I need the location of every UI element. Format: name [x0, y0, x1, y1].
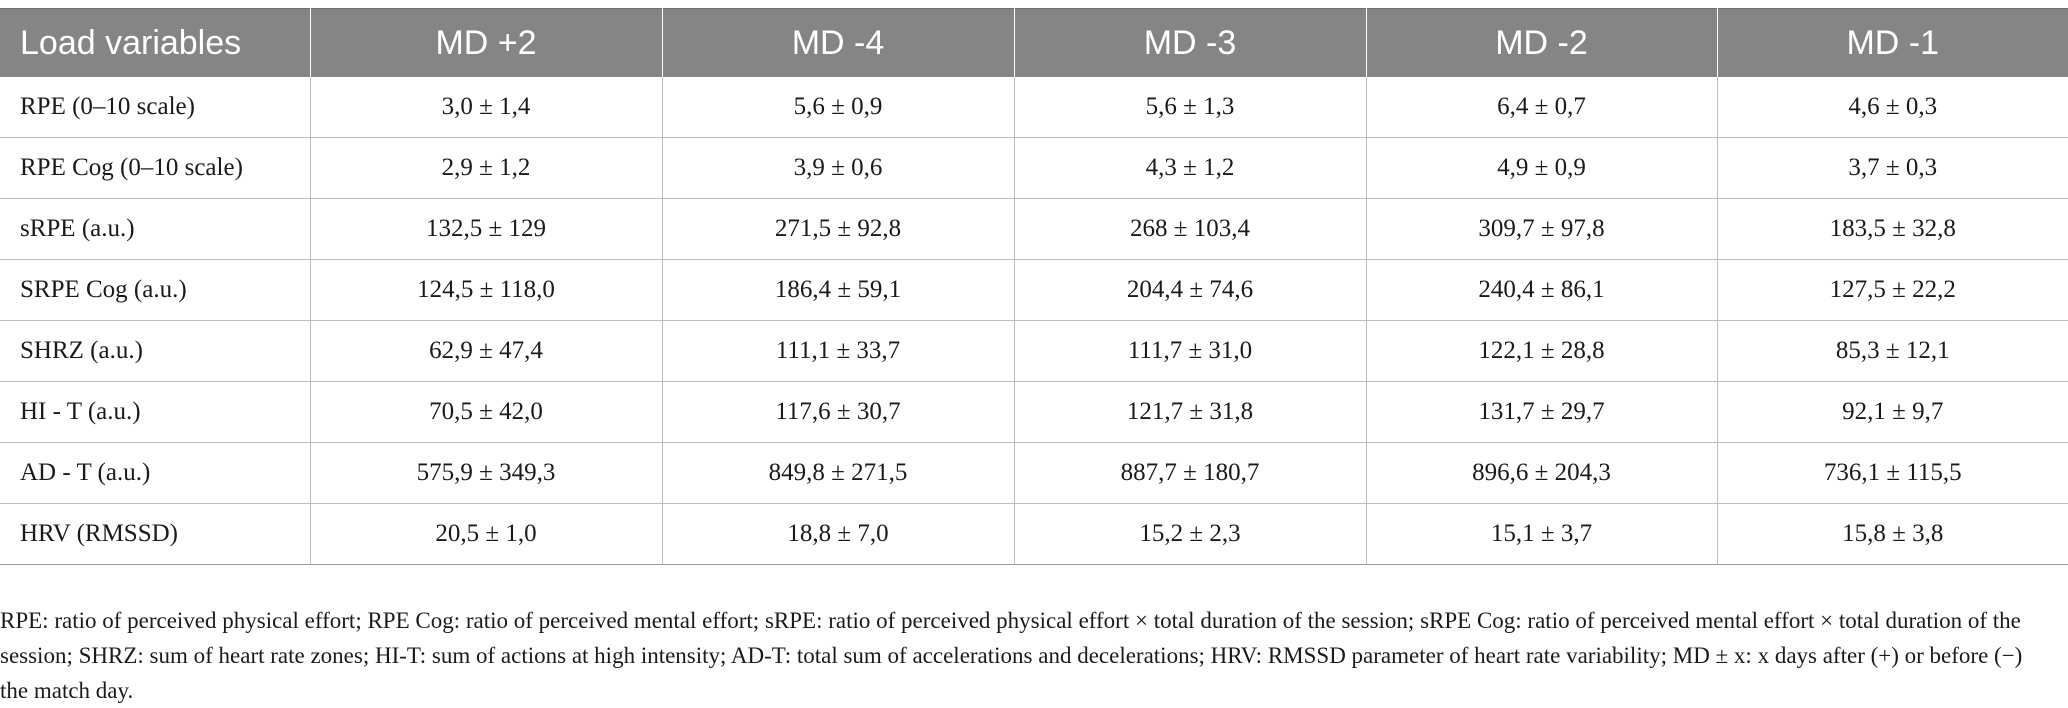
- table-cell: 131,7 ± 29,7: [1366, 381, 1718, 443]
- table-cell: 4,6 ± 0,3: [1717, 77, 2068, 138]
- load-variables-table: Load variables MD +2 MD -4 MD -3 MD -2 M…: [0, 8, 2068, 565]
- header-row: Load variables MD +2 MD -4 MD -3 MD -2 M…: [0, 8, 2068, 77]
- table-header: Load variables MD +2 MD -4 MD -3 MD -2 M…: [0, 8, 2068, 77]
- table-cell: 887,7 ± 180,7: [1014, 442, 1367, 504]
- table-cell: 5,6 ± 1,3: [1014, 77, 1367, 138]
- table-row: RPE Cog (0–10 scale) 2,9 ± 1,2 3,9 ± 0,6…: [0, 137, 2068, 199]
- table-cell: 4,3 ± 1,2: [1014, 137, 1367, 199]
- table-cell: 127,5 ± 22,2: [1717, 259, 2068, 321]
- table-cell: 124,5 ± 118,0: [310, 259, 663, 321]
- table-cell: 849,8 ± 271,5: [662, 442, 1015, 504]
- table-cell: 268 ± 103,4: [1014, 198, 1367, 260]
- header-md-minus-3: MD -3: [1014, 8, 1367, 77]
- table-cell: 6,4 ± 0,7: [1366, 77, 1718, 138]
- table-cell: 3,7 ± 0,3: [1717, 137, 2068, 199]
- table-cell: 575,9 ± 349,3: [310, 442, 663, 504]
- table-cell: 15,1 ± 3,7: [1366, 503, 1718, 565]
- table-cell: 3,0 ± 1,4: [310, 77, 663, 138]
- row-label: HI - T (a.u.): [0, 381, 311, 443]
- header-md-minus-2: MD -2: [1366, 8, 1718, 77]
- table-cell: 121,7 ± 31,8: [1014, 381, 1367, 443]
- table-cell: 309,7 ± 97,8: [1366, 198, 1718, 260]
- table-cell: 183,5 ± 32,8: [1717, 198, 2068, 260]
- table-cell: 62,9 ± 47,4: [310, 320, 663, 382]
- header-load-variables: Load variables: [0, 8, 311, 77]
- table-cell: 736,1 ± 115,5: [1717, 442, 2068, 504]
- table-row: HI - T (a.u.) 70,5 ± 42,0 117,6 ± 30,7 1…: [0, 381, 2068, 443]
- table-cell: 15,2 ± 2,3: [1014, 503, 1367, 565]
- table-row: AD - T (a.u.) 575,9 ± 349,3 849,8 ± 271,…: [0, 442, 2068, 504]
- table-cell: 4,9 ± 0,9: [1366, 137, 1718, 199]
- table-cell: 5,6 ± 0,9: [662, 77, 1015, 138]
- load-variables-table-container: Load variables MD +2 MD -4 MD -3 MD -2 M…: [0, 8, 2068, 565]
- table-cell: 18,8 ± 7,0: [662, 503, 1015, 565]
- table-row: HRV (RMSSD) 20,5 ± 1,0 18,8 ± 7,0 15,2 ±…: [0, 503, 2068, 565]
- table-row: SHRZ (a.u.) 62,9 ± 47,4 111,1 ± 33,7 111…: [0, 320, 2068, 382]
- row-label: RPE Cog (0–10 scale): [0, 137, 311, 199]
- table-row: RPE (0–10 scale) 3,0 ± 1,4 5,6 ± 0,9 5,6…: [0, 77, 2068, 138]
- table-body: RPE (0–10 scale) 3,0 ± 1,4 5,6 ± 0,9 5,6…: [0, 77, 2068, 565]
- table-cell: 271,5 ± 92,8: [662, 198, 1015, 260]
- row-label: SRPE Cog (a.u.): [0, 259, 311, 321]
- header-md-plus-2: MD +2: [310, 8, 663, 77]
- header-md-minus-1: MD -1: [1717, 8, 2068, 77]
- table-cell: 186,4 ± 59,1: [662, 259, 1015, 321]
- row-label: RPE (0–10 scale): [0, 77, 311, 138]
- table-cell: 20,5 ± 1,0: [310, 503, 663, 565]
- table-cell: 3,9 ± 0,6: [662, 137, 1015, 199]
- row-label: HRV (RMSSD): [0, 503, 311, 565]
- table-cell: 132,5 ± 129: [310, 198, 663, 260]
- table-cell: 111,7 ± 31,0: [1014, 320, 1367, 382]
- table-row: sRPE (a.u.) 132,5 ± 129 271,5 ± 92,8 268…: [0, 198, 2068, 260]
- table-cell: 111,1 ± 33,7: [662, 320, 1015, 382]
- header-md-minus-4: MD -4: [662, 8, 1015, 77]
- row-label: sRPE (a.u.): [0, 198, 311, 260]
- table-cell: 204,4 ± 74,6: [1014, 259, 1367, 321]
- table-row: SRPE Cog (a.u.) 124,5 ± 118,0 186,4 ± 59…: [0, 259, 2068, 321]
- row-label: AD - T (a.u.): [0, 442, 311, 504]
- row-label: SHRZ (a.u.): [0, 320, 311, 382]
- table-cell: 92,1 ± 9,7: [1717, 381, 2068, 443]
- table-cell: 2,9 ± 1,2: [310, 137, 663, 199]
- table-cell: 85,3 ± 12,1: [1717, 320, 2068, 382]
- table-cell: 896,6 ± 204,3: [1366, 442, 1718, 504]
- table-cell: 15,8 ± 3,8: [1717, 503, 2068, 565]
- table-footnote: RPE: ratio of perceived physical effort;…: [0, 608, 2023, 703]
- table-cell: 240,4 ± 86,1: [1366, 259, 1718, 321]
- table-cell: 70,5 ± 42,0: [310, 381, 663, 443]
- table-cell: 122,1 ± 28,8: [1366, 320, 1718, 382]
- table-cell: 117,6 ± 30,7: [662, 381, 1015, 443]
